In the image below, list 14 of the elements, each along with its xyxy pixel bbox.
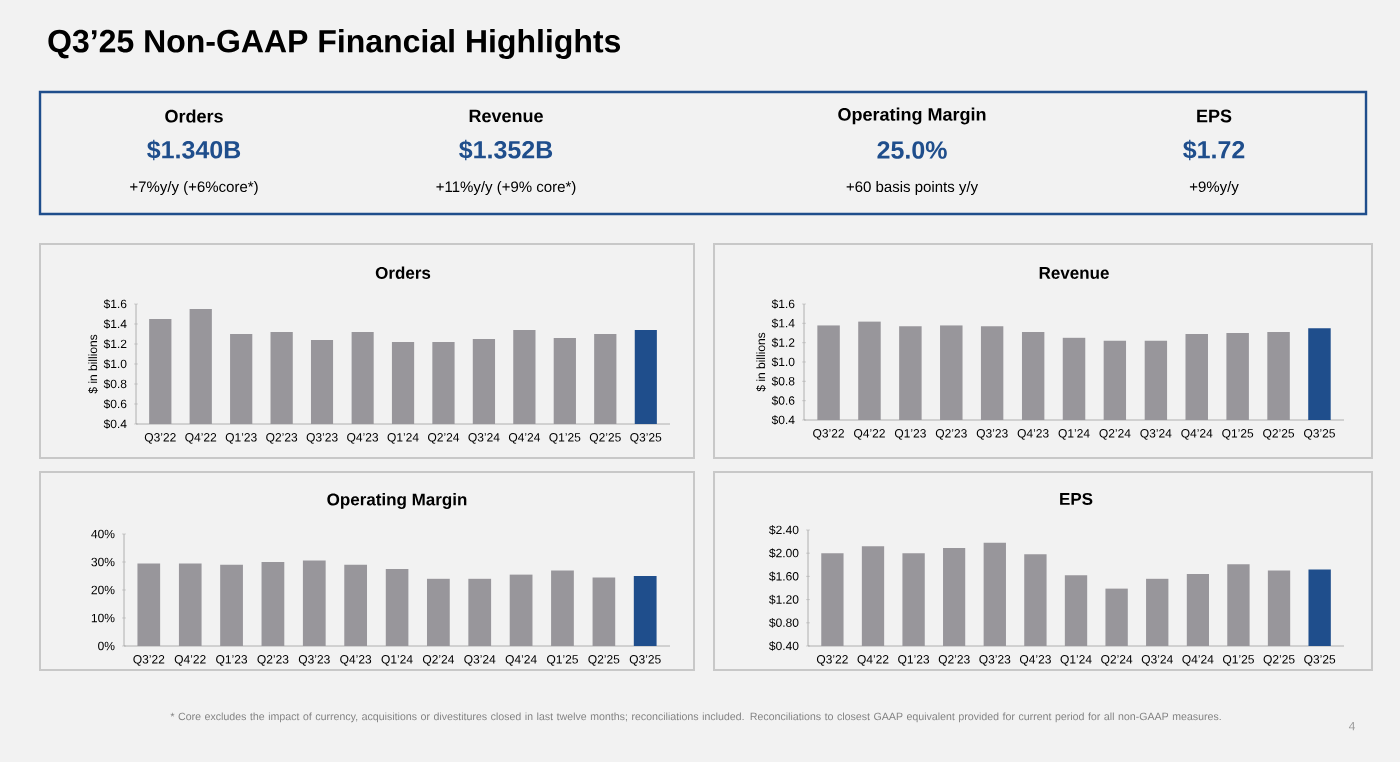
text: EPS <box>1197 109 1232 123</box>
bar <box>633 576 657 646</box>
text: Operating Margin <box>838 107 986 125</box>
text: $1.352B <box>459 139 553 161</box>
chart-title: Operating Margin <box>327 493 467 509</box>
chart-title: Revenue <box>1039 267 1109 279</box>
text: $1.72 <box>1183 139 1245 161</box>
text: Revenue <box>469 109 543 123</box>
text: Q3’25 Non-GAAP Financial Highlights <box>48 29 621 59</box>
text: $1.340B <box>147 139 241 161</box>
chart-title: EPS <box>1060 492 1093 505</box>
text: 25.0% <box>877 141 947 159</box>
chart-title: Orders <box>375 266 431 279</box>
text: Orders <box>165 109 223 123</box>
